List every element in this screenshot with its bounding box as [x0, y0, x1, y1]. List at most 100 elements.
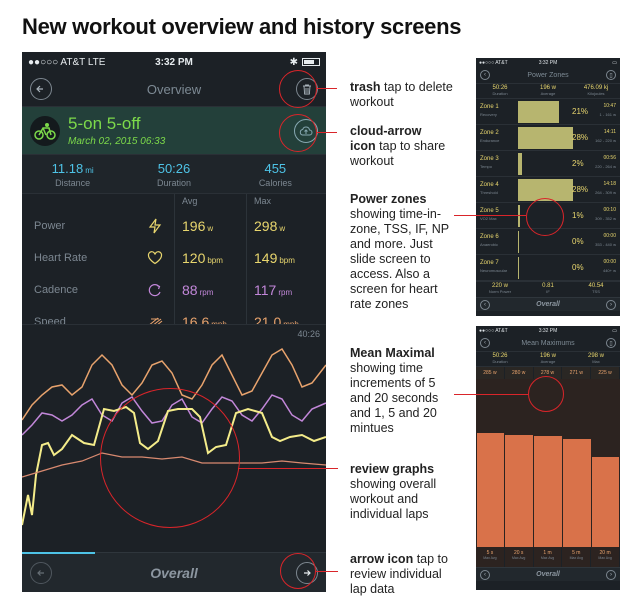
speed-icon — [146, 313, 164, 331]
metric-max: 149 — [254, 250, 278, 266]
battery-icon — [301, 58, 320, 66]
stat-label: Distance — [55, 178, 91, 188]
interval-sub: Max Avg — [483, 556, 497, 560]
mean-max-bar — [591, 457, 620, 547]
power-zones-leader-line — [454, 215, 526, 216]
zone-name: Zone 5 — [480, 208, 499, 214]
previous-lap-button[interactable] — [30, 561, 52, 584]
back-button[interactable]: ‹ — [480, 338, 490, 348]
note-title: cloud-arrow icon — [350, 124, 422, 153]
trash-button[interactable]: ▯ — [606, 70, 616, 80]
mean-max-chart: 5 s Max Avg 20 s Max Avg 1 m Max Avg 5 m Max… — [476, 379, 620, 567]
workout-header: 5-on 5-off March 02, 2015 06:33 — [22, 106, 326, 154]
note-title: Mean Maximal — [350, 346, 435, 360]
screen-title: Power Zones — [527, 71, 569, 79]
metric-avg-unit: bpm — [207, 256, 223, 265]
zone-description: Neuromuscular — [480, 268, 508, 273]
interval-sub: Max Avg — [540, 556, 555, 560]
interval-sub: Max Avg — [569, 556, 583, 560]
note-text: tap to share workout — [350, 139, 446, 168]
graph-highlight-ring — [100, 388, 240, 528]
mean-max-value: 278 w — [534, 367, 563, 379]
mean-max-values: 285 w 280 w 278 w 271 w 225 w — [476, 367, 620, 379]
review-graphs-note: review graphs showing overall workout and… — [350, 462, 454, 522]
zone-bar — [518, 179, 573, 201]
zone-range: 440+ w — [602, 268, 616, 273]
next-lap-button[interactable]: › — [606, 299, 616, 310]
zone-percent: 28% — [572, 185, 589, 194]
metric-max-unit: bpm — [279, 256, 295, 265]
stat-label: Max — [592, 359, 600, 364]
next-lap-button[interactable]: › — [606, 569, 616, 580]
bottom-bar: Overall — [22, 552, 326, 592]
stat-value: 50:26 — [157, 161, 191, 176]
metric-row-power: Power 196 w 298 w — [22, 210, 326, 242]
graph-leader-line — [238, 468, 338, 469]
note-text: showing time increments of 5 and 20 seco… — [350, 361, 439, 435]
stat-label: TSS — [592, 289, 600, 294]
zone-row: Zone 6 Anaerobic 0% 00:00 353 - 440 w — [476, 229, 620, 255]
metric-avg-unit: w — [207, 224, 214, 233]
arrow-highlight-ring — [280, 553, 316, 589]
stat-distance: 11.18 mi Distance — [22, 155, 123, 193]
speed-line — [22, 347, 326, 421]
mean-maximal-note: Mean Maximal showing time increments of 5… — [350, 346, 454, 436]
summary-stats: 11.18 mi Distance 50:26 Duration 455 Calo… — [22, 154, 326, 194]
previous-lap-button[interactable]: ‹ — [480, 569, 490, 580]
note-title: Power zones — [350, 192, 427, 206]
mean-max-bar — [562, 438, 591, 547]
mean-max-bar — [505, 435, 534, 547]
note-title: review graphs — [350, 462, 435, 476]
note-title: trash — [350, 80, 381, 94]
stat-value: 0.81 — [542, 283, 554, 289]
mean-max-highlight-ring — [528, 376, 564, 412]
previous-lap-button[interactable]: ‹ — [480, 299, 490, 310]
zone-bar — [518, 231, 519, 253]
stat-value: 220 w — [491, 283, 508, 289]
note-text: tap to review individual lap data — [350, 552, 448, 596]
zone-row: Zone 2 Endurance 28% 14:11 162 - 220 w — [476, 125, 620, 151]
zone-percent: 28% — [572, 133, 589, 142]
zone-row: Zone 7 Neuromuscular 0% 00:00 440+ w — [476, 255, 620, 281]
zone-range: 220 - 264 w — [595, 164, 616, 169]
note-text: showing time-in-zone, TSS, IF, NP and mo… — [350, 207, 449, 311]
mean-max-leader-line — [454, 394, 528, 395]
zones-footer: 220 w Norm Power 0.81 IF 40.54 TSS — [476, 281, 620, 297]
lightning-icon — [146, 217, 164, 235]
zone-name: Zone 2 — [480, 130, 499, 136]
battery-icon: ▭ — [612, 327, 617, 334]
overall-label: Overall — [536, 571, 560, 578]
back-button[interactable]: ‹ — [480, 70, 490, 80]
stat-value: 476.09 kj — [583, 85, 609, 91]
cadence-icon — [146, 281, 164, 299]
stat-label: Duration — [156, 178, 191, 188]
trash-button[interactable]: ▯ — [605, 338, 616, 348]
zone-range: 309 - 352 w — [595, 216, 616, 221]
note-text: showing overall workout and individual l… — [350, 477, 437, 521]
stat-value: 40.54 — [588, 283, 604, 289]
metric-row-heart-rate: Heart Rate 120 bpm 149 bpm — [22, 242, 326, 274]
back-button[interactable] — [30, 78, 52, 100]
zone-row: Zone 4 Threshold 28% 14:18 264 - 309 w — [476, 177, 620, 203]
stat-label: Norm Power — [488, 289, 512, 294]
zone-range: 353 - 440 w — [595, 242, 616, 247]
zone-name: Zone 6 — [480, 234, 499, 240]
stat-label: Duration — [492, 359, 508, 364]
trash-icon: ▯ — [609, 340, 613, 347]
page-title: New workout overview and history screens — [22, 14, 462, 39]
status-bar: ●●○○○ AT&T LTE 3:32 PM ✱ — [22, 52, 326, 72]
stat-value: 455 — [264, 161, 287, 176]
metric-max-unit: w — [279, 224, 286, 233]
metric-max: 298 — [254, 218, 278, 234]
zone-description: Endurance — [480, 138, 500, 143]
stat-duration: 50:26 Duration — [123, 155, 224, 193]
overall-label: Overall — [536, 301, 560, 308]
carrier-label: ●●○○○ AT&T — [479, 59, 508, 66]
metric-avg: 196 — [182, 218, 206, 234]
zone-time: 14:11 — [603, 129, 616, 135]
zone-description: VO2 Max — [480, 216, 497, 221]
zone-description: Threshold — [480, 190, 498, 195]
zone-bar — [518, 257, 519, 279]
mean-max-value: 225 w — [591, 367, 620, 379]
overall-label: Overall — [150, 564, 198, 581]
